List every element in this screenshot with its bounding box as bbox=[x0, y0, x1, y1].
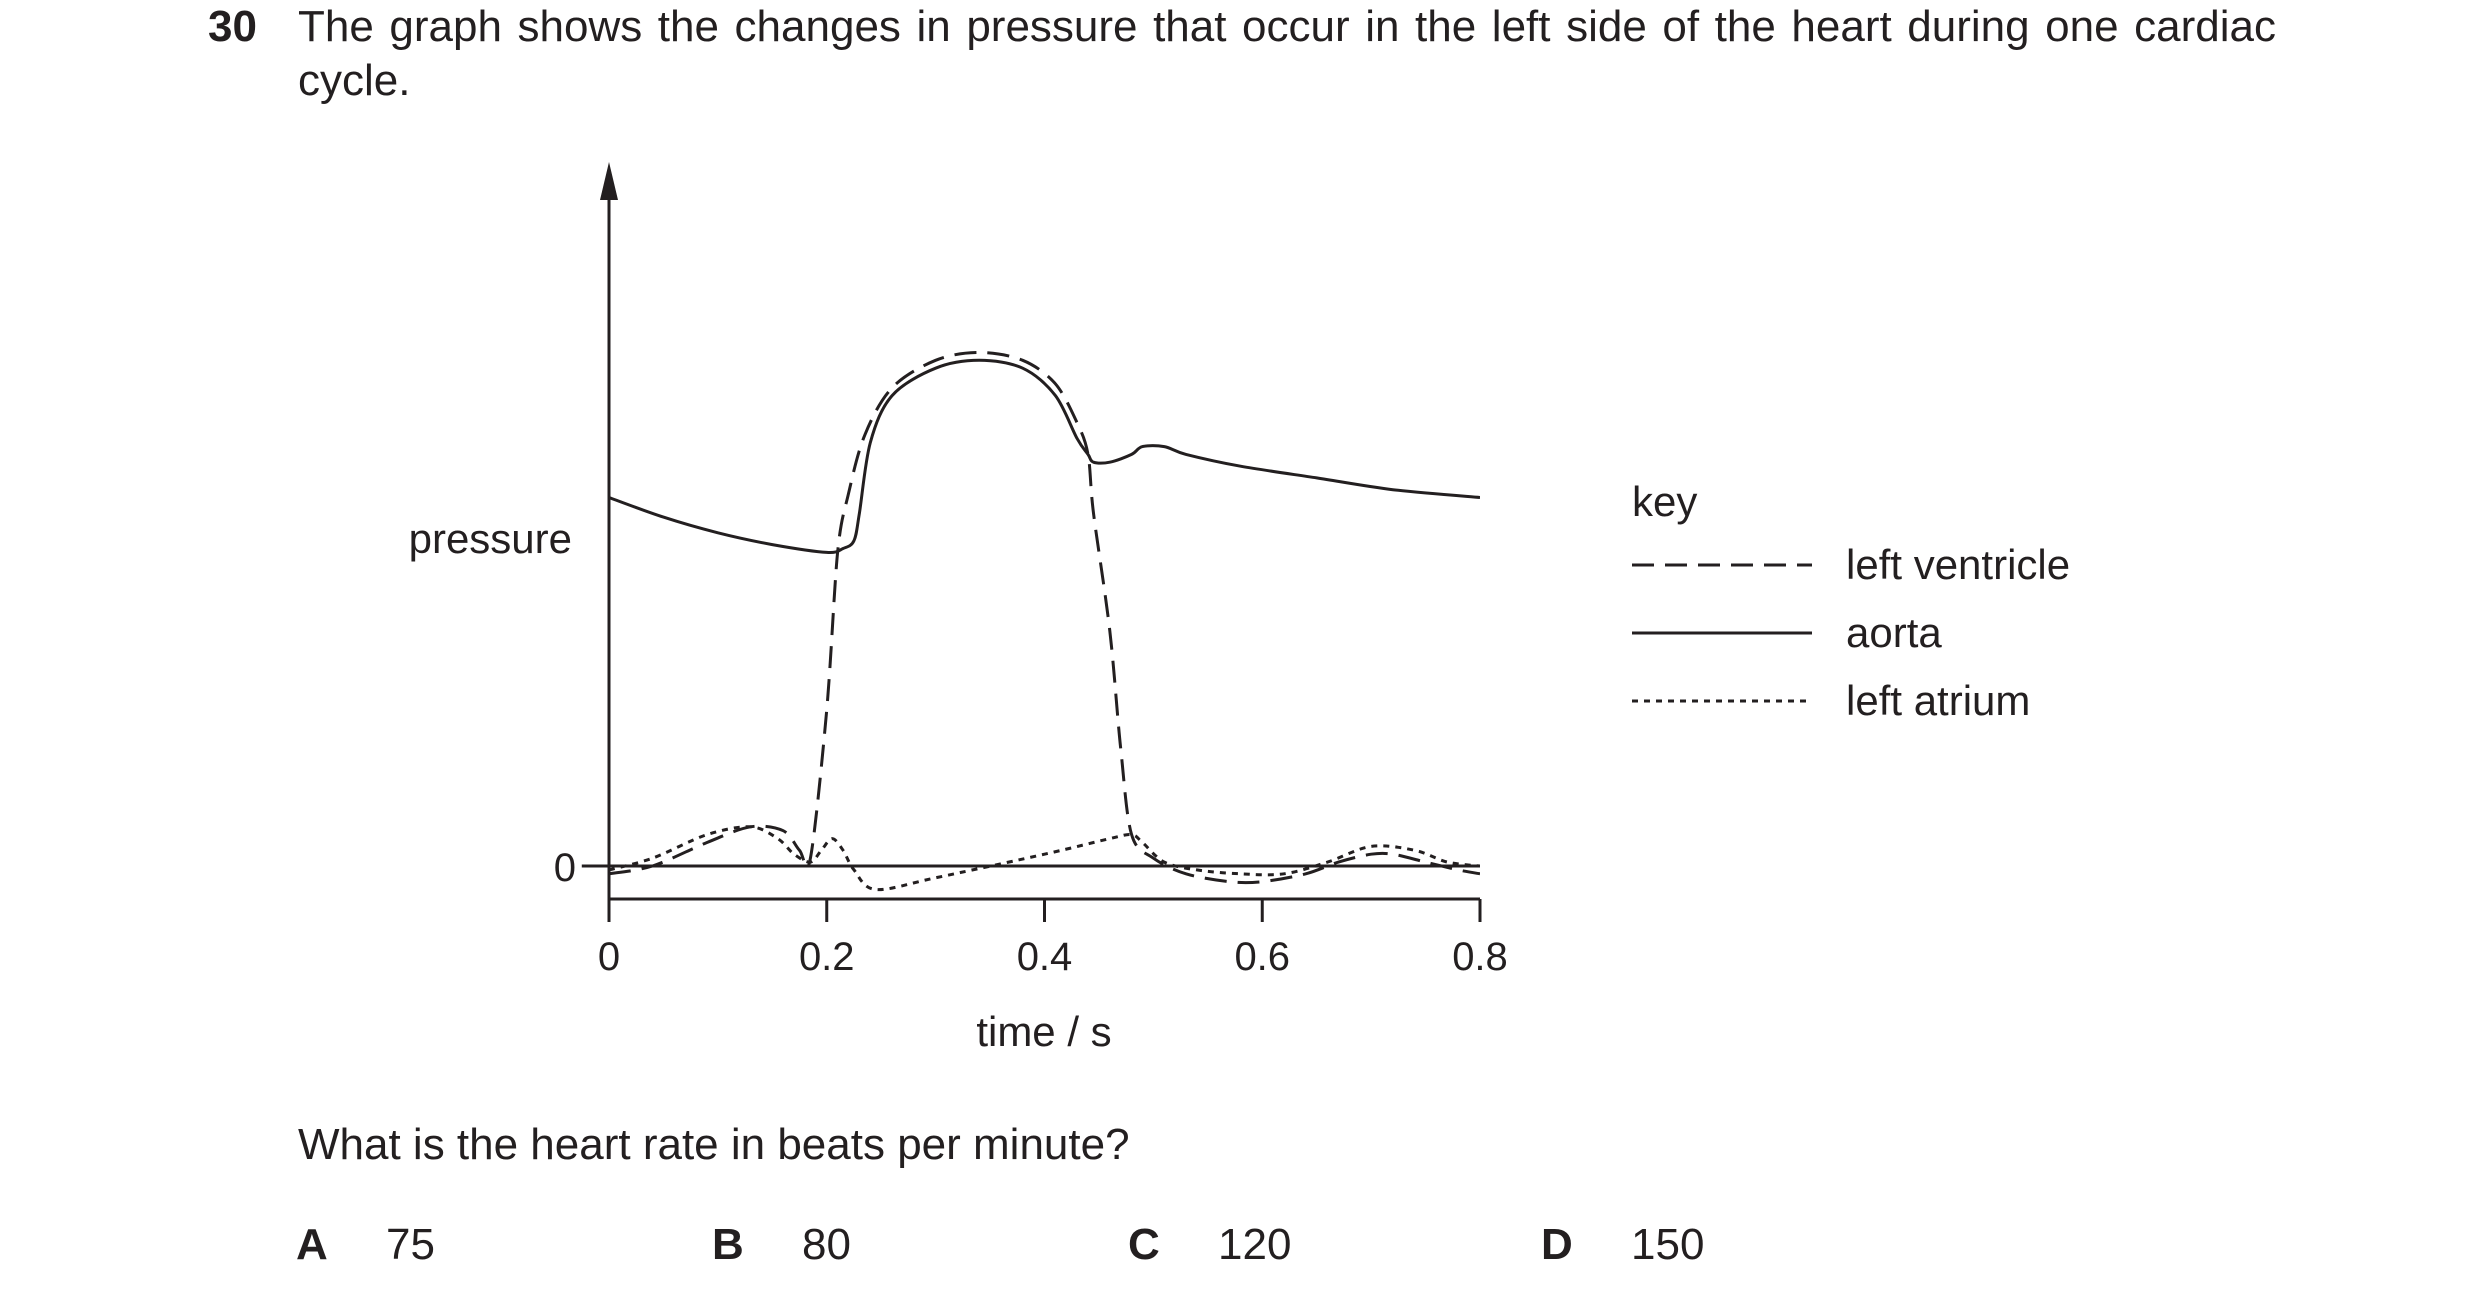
option-a[interactable]: A 75 bbox=[296, 1218, 435, 1272]
series-left-ventricle bbox=[608, 351, 1480, 885]
y-axis-arrow-icon bbox=[600, 162, 618, 200]
x-axis-label: time / s bbox=[976, 1008, 1111, 1055]
option-d[interactable]: D 150 bbox=[1541, 1218, 1704, 1272]
legend-label-aorta: aorta bbox=[1846, 609, 1942, 656]
option-b[interactable]: B 80 bbox=[712, 1218, 851, 1272]
question-prompt: What is the heart rate in beats per minu… bbox=[298, 1120, 1130, 1169]
legend-title: key bbox=[1632, 478, 1697, 525]
option-letter: C bbox=[1128, 1220, 1160, 1269]
y-axis-label: pressure bbox=[409, 515, 572, 562]
x-tick-label: 0.2 bbox=[799, 935, 855, 979]
x-tick-label: 0.6 bbox=[1234, 935, 1290, 979]
option-value: 150 bbox=[1631, 1220, 1705, 1269]
option-value: 120 bbox=[1218, 1220, 1292, 1269]
option-letter: D bbox=[1541, 1220, 1573, 1269]
option-value: 80 bbox=[802, 1220, 851, 1269]
option-letter: B bbox=[712, 1220, 744, 1269]
pressure-chart: 0 0.2 0.4 0.6 0.8 pressure 0 time / s key le… bbox=[409, 162, 2070, 1055]
x-tick-label: 0.8 bbox=[1452, 935, 1508, 979]
x-tick-label: 0 bbox=[598, 935, 620, 979]
series-left-atrium bbox=[608, 825, 1480, 892]
option-value: 75 bbox=[386, 1220, 435, 1269]
y-tick-label-zero: 0 bbox=[554, 846, 576, 890]
question-number: 30 bbox=[208, 2, 257, 51]
legend-label-left-ventricle: left ventricle bbox=[1846, 541, 2070, 588]
legend-label-left-atrium: left atrium bbox=[1846, 677, 2030, 724]
question-stem: The graph shows the changes in pressure … bbox=[298, 2, 2276, 105]
option-c[interactable]: C 120 bbox=[1128, 1218, 1291, 1272]
option-letter: A bbox=[296, 1220, 328, 1269]
series-aorta bbox=[608, 358, 1480, 554]
x-tick-label: 0.4 bbox=[1017, 935, 1073, 979]
